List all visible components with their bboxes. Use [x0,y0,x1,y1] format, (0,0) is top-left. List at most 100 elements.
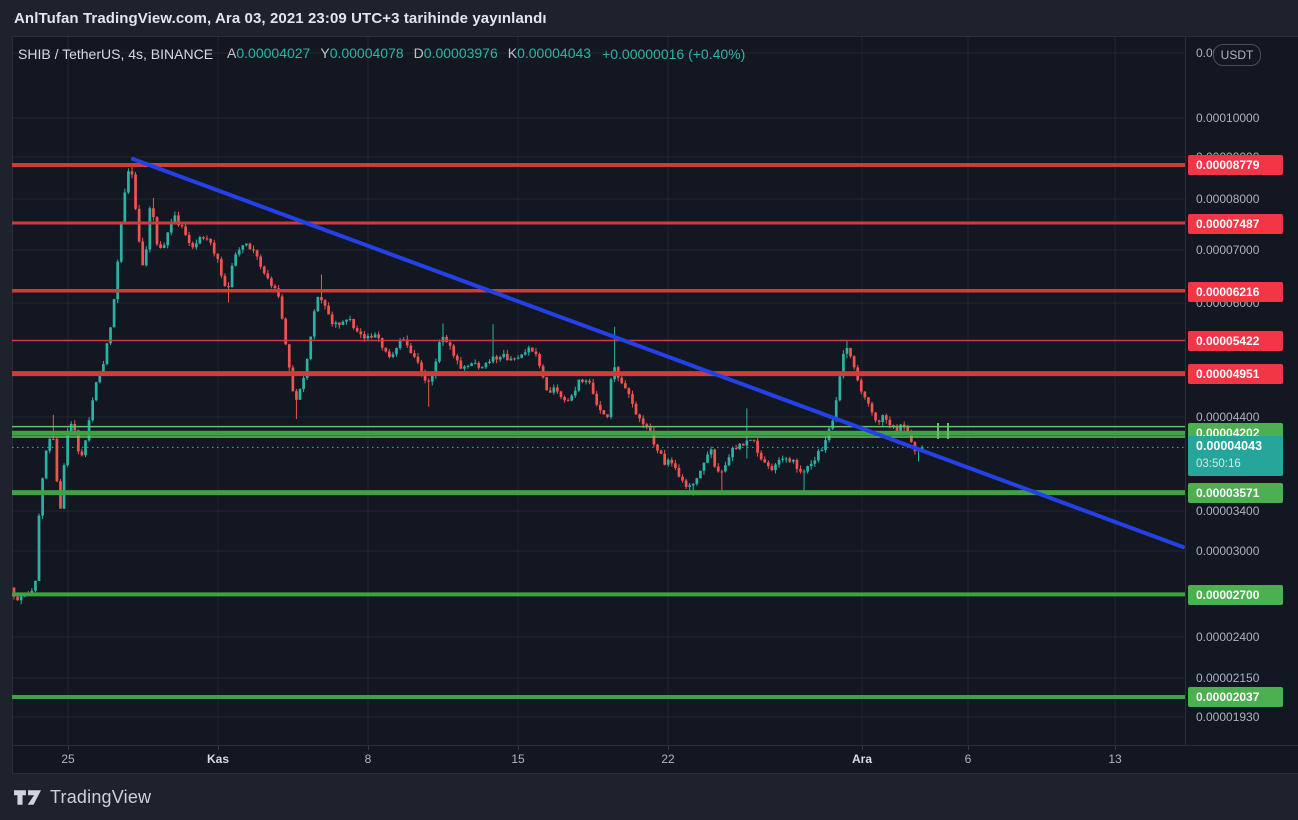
candle-body [291,367,295,392]
candle-body [480,367,484,369]
candle-body [820,450,824,452]
candle-body [455,355,459,361]
candle-body [870,403,874,413]
support-price-label: 0.00002037 [1188,687,1283,707]
ohlc-field-label: Y [320,45,330,61]
currency-toggle-button[interactable]: USDT [1213,44,1261,66]
candle-body [334,322,338,325]
candle-body [445,336,448,343]
candle-body [595,393,599,405]
candle-body [262,266,266,274]
current-price-label: 0.00004043 03:50:16 [1188,436,1283,476]
time-tick-label: 25 [61,752,75,766]
candle-body [774,464,777,471]
current-price-value: 0.00004043 [1196,439,1263,453]
candle-body [191,243,195,248]
candle-body [649,425,652,431]
candle-body [448,342,452,346]
candle-body [384,347,388,352]
candle-body [295,391,298,400]
candle-body [770,466,774,471]
candle-body [577,379,581,391]
price-axis[interactable]: USDT 0.000120000.000100000.000090000.000… [1185,36,1298,745]
time-tick-label: Ara [851,752,873,766]
candle-body [473,362,477,364]
candle-body [438,342,441,362]
candle-body [77,430,80,452]
time-tick-label: 13 [1108,752,1122,766]
candle-body [556,387,559,392]
candle-body [284,318,288,345]
candle-body [573,390,577,396]
candle-body [792,459,795,462]
candle-body [355,328,359,332]
candle-body [631,394,634,404]
candle-body [148,208,152,250]
time-tick-label: 22 [661,752,675,766]
candle-body [834,400,838,421]
candle-body [477,362,481,368]
candle-body [327,305,330,315]
ohlc-field-value: 0.00003976 [423,45,498,61]
candle-body [874,412,877,421]
candle-body [795,459,799,469]
candle-body [141,241,145,266]
candle-body [645,424,649,426]
candle-body [606,414,609,418]
candle-body [373,334,377,338]
candle-countdown: 03:50:16 [1196,458,1241,470]
candle-body [323,300,327,306]
time-tick-mark [518,746,519,750]
candle-body [484,363,488,368]
candle-body [80,451,84,456]
candle-body [266,273,270,279]
candle-body [881,415,885,423]
candle-body [724,465,727,472]
candle-body [802,471,806,473]
support-price-label: 0.00003571 [1188,483,1283,503]
candle-body [130,171,134,175]
resistance-price-label: 0.00005422 [1188,331,1283,351]
candle-body [684,480,688,487]
candle-body [609,379,613,418]
candle-body [538,354,541,366]
candle-body [523,352,527,355]
time-tick-mark [968,746,969,750]
candle-body [716,466,720,472]
candle-body [44,450,48,479]
candle-body [888,419,892,426]
candle-body [62,465,66,509]
candle-body [223,275,227,287]
candle-body [127,171,130,193]
time-axis[interactable]: 25 Kas 8 15 22 Ara 6 13 [12,745,1298,774]
candle-body [330,314,334,325]
candle-body [434,361,438,376]
candle-body [134,174,137,209]
tradingview-brand-link[interactable]: TradingView [14,774,151,820]
candle-body [19,596,23,601]
support-price-label: 0.00002700 [1188,585,1283,605]
candle-body [752,439,756,441]
candle-body [287,344,291,368]
candle-body [48,438,52,451]
candle-body [159,244,162,248]
candle-body [799,468,802,472]
candle-body [516,357,520,359]
candle-body [420,362,423,373]
candle-body [788,458,792,462]
candle-body [756,440,759,453]
candle-body [598,404,602,411]
candle-body [738,443,742,449]
candle-body [55,438,59,482]
price-tick-label: 0.00002400 [1196,630,1260,644]
candle-body [123,192,127,224]
candle-body [109,327,112,344]
time-tick-mark [668,746,669,750]
candle-body [348,318,352,320]
price-chart-pane[interactable] [12,36,1185,745]
candle-body [784,458,788,460]
resistance-price-label: 0.00007487 [1188,214,1283,234]
candle-body [94,382,98,401]
candle-body [691,483,695,486]
